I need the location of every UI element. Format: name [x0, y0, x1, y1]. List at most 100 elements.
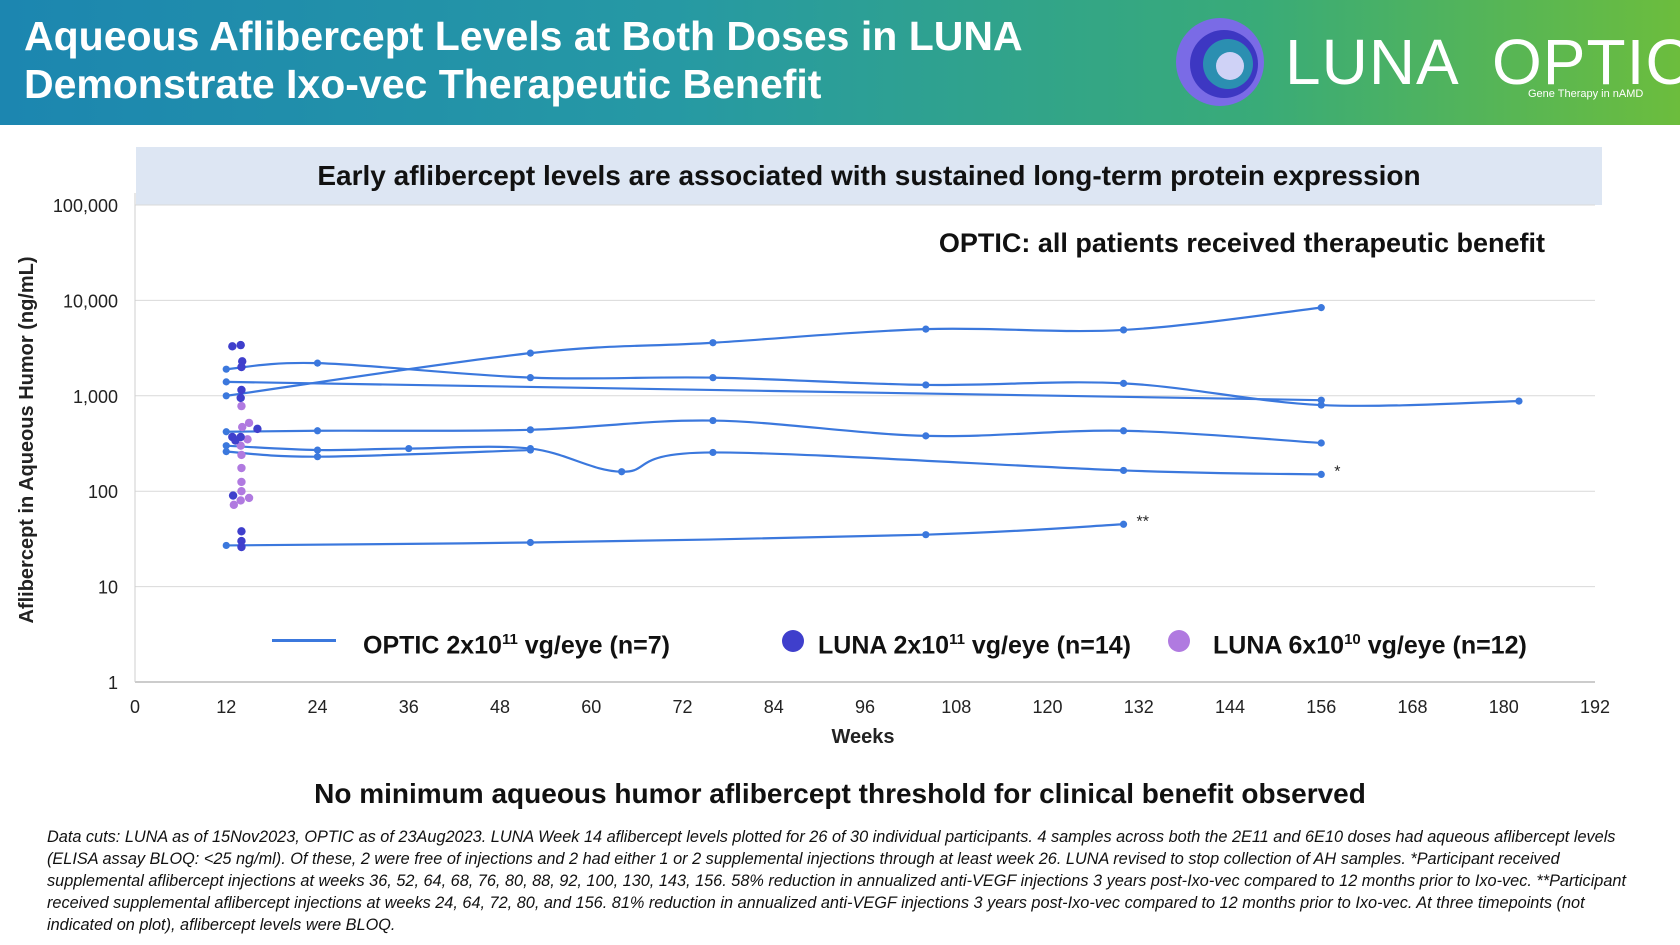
optic-data-point — [1317, 304, 1325, 312]
luna-2e11-point — [236, 393, 245, 403]
optic-data-point — [526, 426, 535, 434]
gridlines — [134, 193, 1595, 683]
x-tick-label: 72 — [672, 697, 692, 717]
x-tick-label: 96 — [855, 697, 875, 717]
optic-data-point — [313, 446, 322, 454]
optic-series-line — [226, 419, 1322, 445]
x-tick-label: 48 — [490, 697, 510, 717]
legend-luna-low-suffix: vg/eye (n=12) — [1360, 631, 1527, 660]
x-axis-ticks: 0 12 24 36 48 60 72 84 96 108 120 132 144 156 168 180 19… — [130, 697, 1610, 717]
luna-6e10-point — [244, 493, 254, 503]
legend-optic-swatch — [272, 639, 336, 642]
optic-data-point — [222, 378, 230, 386]
y-tick-label: 100,000 — [53, 196, 118, 216]
optic-data-point — [1119, 379, 1128, 387]
optic-data-point — [1515, 397, 1523, 405]
luna-2e11-point — [237, 536, 246, 546]
optic-data-point — [922, 325, 930, 333]
optic-data-point — [618, 468, 626, 476]
legend-luna-high-suffix: vg/eye (n=14) — [964, 631, 1131, 660]
optic-data-point — [709, 374, 717, 382]
legend-optic: OPTIC 2x1011 vg/eye (n=7) — [363, 622, 670, 663]
y-tick-label: 10 — [98, 578, 118, 598]
footnote: Data cuts: LUNA as of 15Nov2023, OPTIC a… — [47, 828, 1626, 934]
luna-6e10-point — [237, 463, 246, 473]
legend-optic-label: OPTIC 2x10 — [363, 631, 502, 660]
slide-title: Aqueous Aflibercept Levels at Both Doses… — [24, 12, 1023, 108]
y-axis-ticks: 1 10 100 1,000 10,000 100,000 — [53, 196, 118, 693]
series-layer: *** — [222, 304, 1523, 550]
legend-luna-high-label: LUNA 2x10 — [818, 631, 950, 660]
optic-series-line — [226, 380, 1322, 402]
conclusion-text: No minimum aqueous humor aflibercept thr… — [314, 778, 1366, 809]
optic-data-point — [222, 541, 230, 550]
luna-2e11-point — [237, 385, 246, 395]
optic-series-line — [226, 444, 1322, 476]
luna-6e10-point — [236, 441, 245, 450]
luna-6e10-point — [237, 487, 246, 496]
legend-luna-low: LUNA 6x1010 vg/eye (n=12) — [1213, 622, 1527, 663]
x-tick-label: 132 — [1124, 697, 1154, 717]
optic-data-point — [526, 374, 535, 382]
optic-data-point — [922, 432, 930, 440]
optic-data-point — [709, 339, 717, 347]
x-tick-label: 144 — [1215, 697, 1245, 717]
luna-6e10-point — [238, 422, 247, 432]
luna-2e11-point — [237, 542, 246, 552]
header-bar: Aqueous Aflibercept Levels at Both Doses… — [0, 0, 1680, 125]
luna-2e11-point — [231, 436, 240, 445]
y-tick-label: 100 — [88, 482, 118, 502]
luna-6e10-point — [243, 435, 252, 444]
optic-data-point — [709, 448, 717, 457]
luna-2e11-point — [237, 527, 246, 536]
luna-2e11-point — [237, 362, 246, 372]
brand-tagline: Gene Therapy in nAMD — [1528, 88, 1644, 100]
optic-data-point — [222, 448, 230, 456]
x-tick-label: 180 — [1489, 697, 1519, 717]
optic-data-point — [1119, 326, 1128, 334]
x-tick-label: 24 — [307, 697, 327, 717]
luna-2e11-point — [253, 424, 262, 434]
x-tick-label: 108 — [941, 697, 971, 717]
optic-data-point — [526, 446, 535, 454]
luna-6e10-point — [236, 496, 245, 505]
optic-data-point — [222, 428, 230, 436]
x-tick-label: 84 — [764, 697, 784, 717]
optic-data-point — [709, 416, 717, 425]
optic-data-point — [526, 349, 535, 357]
brand-luna: LUNA — [1285, 26, 1460, 98]
y-tick-label: 1,000 — [73, 387, 118, 407]
optic-data-point — [222, 392, 230, 400]
optic-data-point — [526, 538, 535, 547]
optic-series-line — [226, 361, 1519, 407]
x-tick-label: 0 — [130, 697, 140, 717]
series-footnote-marker: ** — [1137, 513, 1149, 530]
optic-series-line — [226, 448, 531, 458]
chart: 1 10 100 1,000 10,000 100,000 0 12 24 36 48 60 72 84… — [16, 193, 1610, 748]
x-axis-label: Weeks — [831, 726, 894, 748]
optic-data-point — [922, 531, 930, 539]
optic-data-point — [922, 381, 930, 389]
y-axis-label: Aflibercept in Aqueous Humor (ng/mL) — [16, 256, 38, 623]
x-tick-label: 168 — [1397, 697, 1427, 717]
legend-luna-low-swatch — [1168, 630, 1190, 652]
optic-data-point — [1119, 427, 1128, 435]
optic-data-point — [313, 427, 322, 435]
luna-6e10-point — [237, 401, 246, 411]
y-tick-label: 1 — [108, 673, 118, 693]
luna-6e10-point — [244, 418, 254, 428]
optic-series-line — [226, 306, 1322, 397]
x-tick-label: 60 — [581, 697, 601, 717]
series-footnote-marker: * — [1334, 463, 1340, 480]
points-layer — [228, 340, 262, 552]
optic-data-point — [1119, 466, 1128, 475]
legend-luna-high: LUNA 2x1011 vg/eye (n=14) — [818, 622, 1131, 663]
brand-optic: OPTIC — [1492, 26, 1680, 98]
legend-luna-low-label: LUNA 6x10 — [1213, 631, 1345, 660]
luna-2e11-point — [228, 342, 237, 351]
optic-data-point — [222, 442, 230, 450]
luna-2e11-point — [228, 491, 238, 500]
title-line-1: Aqueous Aflibercept Levels at Both Doses… — [24, 13, 1023, 59]
luna-6e10-point — [229, 500, 239, 510]
x-tick-label: 12 — [216, 697, 236, 717]
